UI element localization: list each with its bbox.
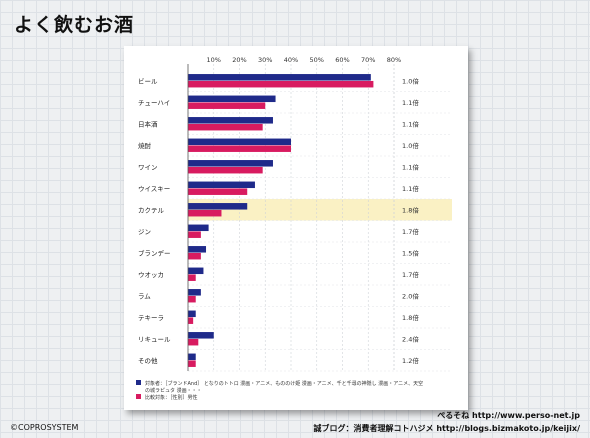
x-tick-label: 80% — [387, 56, 401, 64]
bar-comparison — [188, 102, 266, 109]
bar-target — [188, 181, 255, 189]
credit-link-persona[interactable]: ぺるそね http://www.perso-net.jp — [437, 411, 580, 420]
bar-target — [188, 138, 291, 146]
bar-target — [188, 332, 214, 339]
category-label: テキーラ — [138, 314, 164, 322]
copyright-text: ©COPROSYSTEM — [10, 423, 79, 432]
x-tick-label: 60% — [335, 56, 349, 64]
x-tick-label: 20% — [232, 56, 246, 64]
x-tick-label: 10% — [207, 56, 221, 64]
bar-target — [188, 289, 201, 296]
ratio-label: 1.1倍 — [402, 119, 419, 128]
bar-comparison — [188, 360, 196, 367]
category-label: その他 — [138, 356, 158, 365]
category-label: 焼酎 — [138, 141, 152, 150]
bar-comparison — [188, 123, 263, 131]
legend-label: 比較対象：［性別］男性 — [145, 394, 198, 401]
x-tick-label: 40% — [284, 56, 298, 64]
category-label: ワイン — [138, 163, 158, 171]
ratio-label: 2.0倍 — [402, 291, 419, 300]
bar-target — [188, 310, 196, 318]
bar-target — [188, 246, 207, 253]
ratio-label: 1.8倍 — [402, 313, 419, 322]
bar-comparison — [188, 231, 201, 238]
chart-card: 10% 20% 30% 40% 50% 60% 70% 80% ビール 1.0倍 チューハイ 1.1倍… — [124, 46, 468, 410]
category-label: ビール — [138, 76, 158, 85]
bar-target — [188, 267, 204, 275]
ratio-label: 1.1倍 — [402, 184, 419, 193]
category-label: ウオッカ — [138, 271, 164, 279]
bar-comparison — [188, 166, 263, 174]
credit-link-blog[interactable]: 誠ブログ：消費者理解コトハジメ http://blogs.bizmakoto.j… — [313, 424, 580, 433]
legend-label: 対象者：［ブランドAnd］ となりのトトロ 漫画・アニメ、もののけ姫 漫画・アニ… — [145, 380, 423, 394]
highlight-row — [188, 199, 452, 221]
bar-target — [188, 224, 209, 232]
ratio-label: 1.2倍 — [402, 356, 419, 365]
bar-target — [188, 353, 196, 361]
ratio-label: 1.7倍 — [402, 227, 419, 236]
category-label: チューハイ — [138, 99, 170, 107]
bar-comparison — [188, 295, 196, 303]
ratio-label: 1.8倍 — [402, 205, 419, 214]
x-tick-label: 30% — [258, 56, 272, 64]
bar-target — [188, 160, 273, 167]
legend-label-line: 比較対象：［性別］男性 — [145, 394, 198, 401]
ratio-label: 1.0倍 — [402, 141, 419, 150]
legend-label-line: の城ラピュタ 漫画・・・ — [145, 387, 202, 394]
x-tick-label: 70% — [361, 56, 375, 64]
ratio-label: 1.5倍 — [402, 248, 419, 257]
bar-comparison — [188, 188, 248, 195]
ratio-label: 1.7倍 — [402, 270, 419, 279]
category-label: ラム — [138, 292, 151, 300]
bar-comparison — [188, 317, 194, 324]
ratio-label: 2.4倍 — [402, 334, 419, 343]
category-label: カクテル — [138, 206, 165, 214]
category-label: ブランデー — [138, 248, 171, 257]
category-label: ジン — [138, 228, 151, 236]
ratio-label: 1.1倍 — [402, 162, 419, 171]
page-title: よく飲むお酒 — [14, 14, 135, 36]
x-tick-label: 50% — [310, 56, 324, 64]
bar-target — [188, 117, 273, 124]
bar-target — [188, 74, 371, 81]
bar-target — [188, 95, 276, 103]
bar-comparison — [188, 80, 374, 88]
legend-swatch-target — [136, 380, 141, 385]
bar-comparison — [188, 252, 201, 260]
bar-comparison — [188, 209, 222, 217]
ratio-label: 1.0倍 — [402, 76, 419, 85]
category-label: ウイスキー — [138, 185, 170, 193]
category-label: 日本酒 — [138, 119, 158, 128]
legend-label-line: 対象者：［ブランドAnd］ となりのトトロ 漫画・アニメ、もののけ姫 漫画・アニ… — [145, 380, 423, 387]
bar-comparison — [188, 274, 196, 281]
bar-target — [188, 203, 248, 210]
bar-comparison — [188, 338, 199, 346]
category-label: リキュール — [138, 335, 171, 343]
bar-comparison — [188, 145, 291, 152]
legend-swatch-comparison — [136, 394, 141, 399]
ratio-label: 1.1倍 — [402, 98, 419, 107]
